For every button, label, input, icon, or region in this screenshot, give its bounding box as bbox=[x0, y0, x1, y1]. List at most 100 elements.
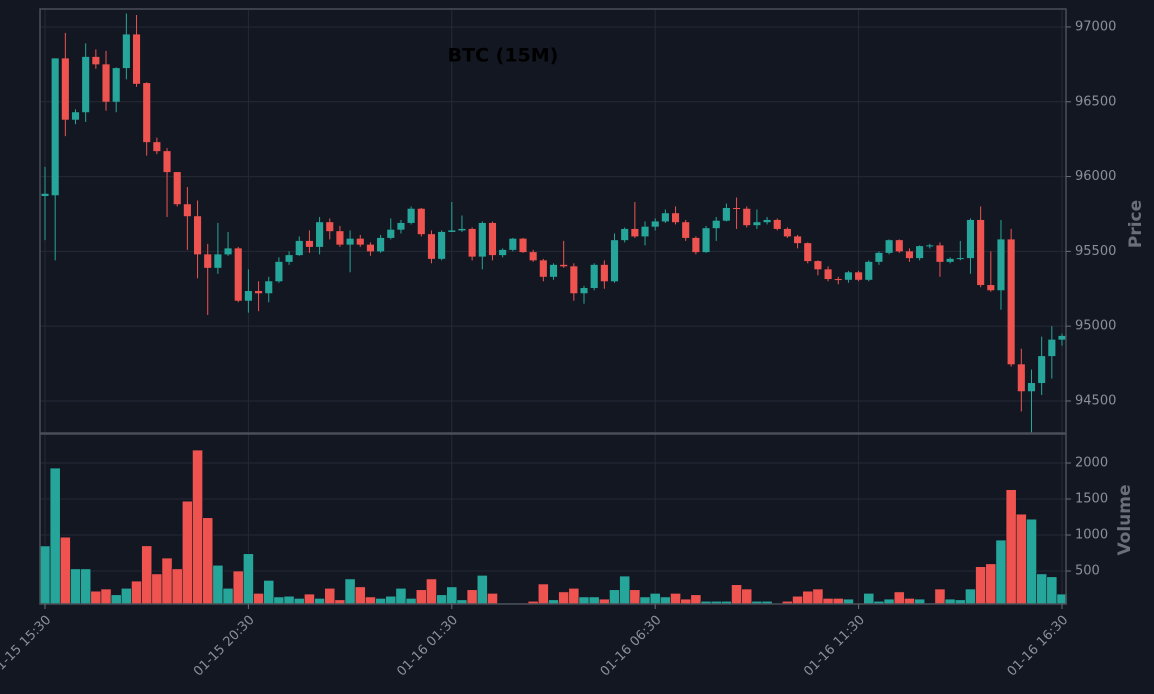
volume-bar bbox=[558, 591, 570, 605]
candle-body bbox=[946, 258, 954, 262]
candle-body bbox=[153, 142, 161, 152]
candle-body bbox=[956, 258, 964, 260]
volume-bar bbox=[995, 539, 1007, 605]
candle-body bbox=[712, 220, 720, 229]
volume-bar bbox=[1046, 576, 1058, 605]
y-tick-label: 96500 bbox=[1075, 94, 1116, 109]
candle-body bbox=[173, 172, 181, 205]
volume-bar bbox=[466, 589, 478, 605]
y-tick-label: 97000 bbox=[1075, 19, 1116, 34]
volume-bar bbox=[578, 596, 590, 605]
candle-body bbox=[610, 240, 619, 282]
candle-body bbox=[509, 238, 517, 250]
volume-bar bbox=[476, 575, 488, 605]
candle-body bbox=[631, 228, 639, 237]
candle-body bbox=[204, 254, 212, 268]
volume-bar bbox=[70, 568, 81, 605]
volume-bar bbox=[110, 594, 122, 605]
candle-body bbox=[122, 34, 130, 69]
y-axis-label: Price bbox=[1126, 200, 1146, 248]
volume-tick-label: 1500 bbox=[1075, 492, 1108, 507]
candle-body bbox=[692, 237, 700, 253]
volume-bar bbox=[324, 588, 336, 605]
candle-body bbox=[875, 252, 883, 262]
candle-body bbox=[132, 34, 141, 84]
volume-bar bbox=[975, 566, 987, 605]
volume-bar bbox=[609, 589, 620, 605]
candle-body bbox=[397, 222, 405, 230]
candle-body bbox=[1017, 364, 1025, 392]
volume-bar bbox=[263, 580, 275, 605]
candle-body bbox=[519, 238, 527, 253]
candle-body bbox=[733, 207, 741, 209]
candle-body bbox=[977, 219, 985, 286]
candle-body bbox=[265, 281, 273, 294]
volume-bar bbox=[934, 588, 946, 605]
candle-body bbox=[82, 56, 90, 113]
volume-bar bbox=[568, 588, 580, 605]
volume-bar bbox=[283, 595, 295, 605]
candle-body bbox=[641, 226, 649, 237]
volume-bar bbox=[273, 596, 285, 605]
volume-bar bbox=[893, 591, 905, 605]
candle-body bbox=[824, 269, 832, 280]
candle-body bbox=[92, 56, 100, 65]
candle-body bbox=[794, 236, 802, 244]
volume-tick-label: 500 bbox=[1075, 564, 1100, 579]
candle-body bbox=[743, 208, 751, 226]
candle-body bbox=[214, 254, 222, 268]
candle-body bbox=[865, 261, 873, 280]
candle-body bbox=[529, 252, 537, 261]
candle-body bbox=[580, 288, 588, 294]
candle-body bbox=[834, 279, 842, 281]
volume-bar bbox=[293, 598, 305, 605]
volume-bar bbox=[904, 598, 915, 605]
volume-bar bbox=[304, 593, 315, 605]
candle-body bbox=[326, 222, 334, 232]
candle-body bbox=[458, 228, 466, 231]
candle-body bbox=[753, 222, 761, 226]
candle-body bbox=[112, 68, 120, 102]
candle-body bbox=[61, 58, 69, 120]
volume-bar bbox=[253, 593, 264, 605]
candle-body bbox=[193, 216, 202, 255]
candle-body bbox=[1048, 339, 1056, 357]
candle-body bbox=[336, 231, 344, 245]
volume-bar bbox=[731, 584, 742, 605]
candle-body bbox=[387, 229, 395, 238]
candle-body bbox=[549, 264, 558, 277]
volume-bar bbox=[659, 596, 671, 605]
candle-body bbox=[407, 208, 415, 223]
candle-body bbox=[844, 272, 852, 280]
y-tick-label: 94500 bbox=[1075, 393, 1116, 408]
candle-body bbox=[488, 222, 497, 256]
volume-bar bbox=[80, 568, 92, 605]
candle-body bbox=[438, 231, 446, 259]
candle-body bbox=[285, 255, 293, 262]
volume-bar bbox=[1026, 518, 1037, 605]
volume-bar bbox=[446, 586, 458, 605]
candle-body bbox=[621, 228, 629, 241]
candle-body bbox=[1007, 239, 1015, 365]
volume-bar bbox=[1005, 489, 1017, 605]
candle-body bbox=[661, 213, 669, 222]
volume-bar bbox=[395, 588, 407, 605]
y-tick-label: 95500 bbox=[1075, 244, 1116, 259]
volume-bar bbox=[537, 583, 549, 605]
volume-bar bbox=[670, 593, 681, 605]
candle-body bbox=[499, 249, 507, 256]
volume-bar bbox=[436, 594, 448, 605]
volume-bar bbox=[120, 588, 132, 605]
volume-bar bbox=[629, 589, 641, 605]
candle-body bbox=[885, 240, 893, 253]
candle-body bbox=[997, 239, 1005, 291]
candle-body bbox=[356, 238, 364, 245]
candle-body bbox=[417, 208, 425, 235]
candle-body bbox=[427, 234, 436, 259]
volume-tick-label: 2000 bbox=[1075, 456, 1108, 471]
candle-body bbox=[1038, 356, 1046, 384]
volume-bar bbox=[792, 595, 803, 605]
candle-body bbox=[275, 261, 283, 282]
volume-bar bbox=[385, 595, 397, 605]
candle-body bbox=[468, 228, 476, 257]
